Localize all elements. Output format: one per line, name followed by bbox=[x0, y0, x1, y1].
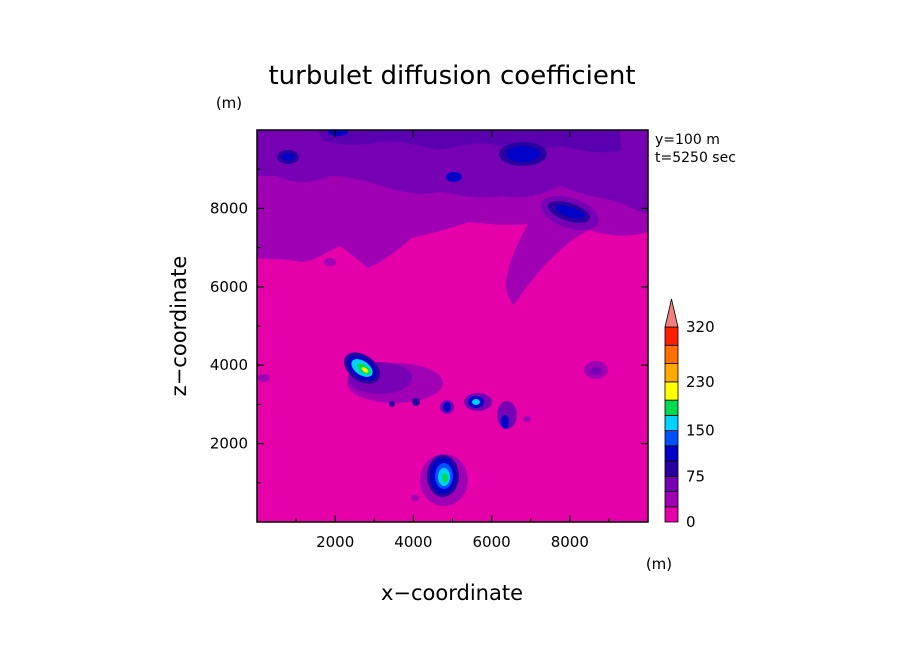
blob-left-peak bbox=[361, 367, 369, 373]
blob-mid-4 bbox=[412, 398, 420, 406]
blob-bottom-peak bbox=[442, 473, 448, 483]
colorbar-band bbox=[664, 460, 679, 477]
colorbar-band bbox=[664, 344, 679, 364]
y-tick-label: 6000 bbox=[210, 278, 248, 296]
blob-top-center-core bbox=[506, 146, 540, 162]
blob-mid-6 bbox=[523, 416, 531, 422]
blob-mid-5 bbox=[389, 401, 395, 407]
colorbar-band bbox=[664, 326, 679, 346]
contour-top-band-inner bbox=[318, 130, 622, 153]
colorbar-band bbox=[664, 475, 679, 492]
annotation-t: t=5250 sec bbox=[655, 150, 736, 166]
blob-top-left-core bbox=[282, 153, 294, 161]
y-axis-label: z−coordinate bbox=[167, 256, 191, 397]
blob-mid-9 bbox=[411, 495, 419, 501]
x-tick-label: 4000 bbox=[394, 533, 432, 551]
blob-mid-1-core bbox=[443, 402, 451, 412]
colorbar-tick-label: 230 bbox=[686, 373, 715, 391]
blob-mid-3-core bbox=[501, 415, 509, 429]
colorbar-extend-arrow bbox=[664, 298, 679, 328]
blob-top-small bbox=[446, 172, 462, 182]
colorbar: 0 75 150 230 320 bbox=[664, 298, 715, 531]
colorbar-tick-label: 0 bbox=[686, 513, 696, 531]
chart-title: turbulet diffusion coefficient bbox=[268, 61, 635, 91]
blob-right-core bbox=[555, 205, 585, 219]
x-tick-label: 2000 bbox=[316, 533, 354, 551]
contour-field bbox=[257, 130, 648, 522]
contour-top-band-mid bbox=[257, 130, 648, 214]
x-axis-label: x−coordinate bbox=[381, 581, 523, 605]
annotation-y: y=100 m bbox=[655, 132, 720, 148]
y-tick-label: 4000 bbox=[210, 356, 248, 374]
y-tick-label: 2000 bbox=[210, 435, 248, 453]
blob-mid-10 bbox=[324, 258, 336, 266]
blob-mid-2-peak bbox=[472, 399, 480, 405]
y-unit-label: (m) bbox=[216, 94, 242, 112]
x-unit-label: (m) bbox=[646, 555, 672, 573]
colorbar-band bbox=[664, 430, 679, 447]
blob-mid-7-core bbox=[590, 367, 602, 375]
blob-top-edge bbox=[328, 130, 348, 136]
x-tick-label: 8000 bbox=[551, 533, 589, 551]
colorbar-band bbox=[664, 506, 679, 523]
blob-mid-8 bbox=[258, 374, 270, 382]
colorbar-band bbox=[664, 491, 679, 508]
x-tick-label: 6000 bbox=[473, 533, 511, 551]
colorbar-band bbox=[664, 399, 679, 416]
colorbar-band bbox=[664, 381, 679, 401]
colorbar-band bbox=[664, 363, 679, 383]
axis-ticks: 2000 4000 6000 8000 2000 4000 6000 8000 bbox=[210, 130, 648, 551]
colorbar-band bbox=[664, 414, 679, 431]
colorbar-tick-label: 150 bbox=[686, 422, 715, 440]
colorbar-band bbox=[664, 445, 679, 462]
colorbar-tick-label: 320 bbox=[686, 318, 715, 336]
y-tick-label: 8000 bbox=[210, 199, 248, 217]
colorbar-tick-label: 75 bbox=[686, 467, 705, 485]
